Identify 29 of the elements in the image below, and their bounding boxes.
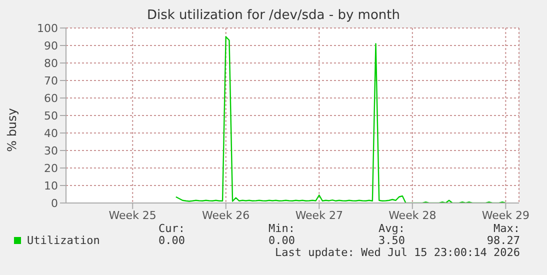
text: Last update: Wed Jul 15 23:00:14 2026 [274, 246, 520, 259]
x-tick-label: Week 25 [108, 208, 156, 222]
text: 3.50 [378, 234, 405, 247]
text: 0.00 [158, 234, 185, 247]
y-tick-label: 70 [44, 74, 58, 88]
text: Max: [494, 222, 520, 235]
y-tick-label: 40 [44, 126, 58, 140]
y-tick-label: 30 [44, 144, 58, 158]
legend-label: Utilization [27, 234, 100, 247]
text: 98.27 [486, 234, 520, 247]
line-series [175, 36, 506, 203]
text: Cur: [158, 222, 185, 235]
y-tick-label: 50 [44, 109, 58, 122]
text: Min: [268, 222, 295, 235]
y-tick-label: 60 [44, 92, 58, 105]
x-tick-label: Week 28 [388, 208, 436, 222]
chart-title: Disk utilization for /dev/sda - by month [146, 8, 401, 23]
y-tick-label: 90 [44, 39, 58, 52]
y-tick-label: 0 [51, 196, 58, 210]
x-tick-label: Week 29 [482, 208, 530, 222]
x-tick-label: Week 26 [202, 208, 250, 222]
y-tick-label: 10 [44, 179, 58, 192]
y-tick-label: 100 [37, 22, 58, 35]
y-tick-label: 20 [44, 162, 58, 175]
y-tick-label: 80 [44, 56, 58, 70]
y-axis-title: % busy [5, 108, 20, 152]
text: 0.00 [268, 234, 295, 247]
text: Avg: [378, 222, 405, 235]
x-tick-label: Week 27 [295, 208, 343, 222]
